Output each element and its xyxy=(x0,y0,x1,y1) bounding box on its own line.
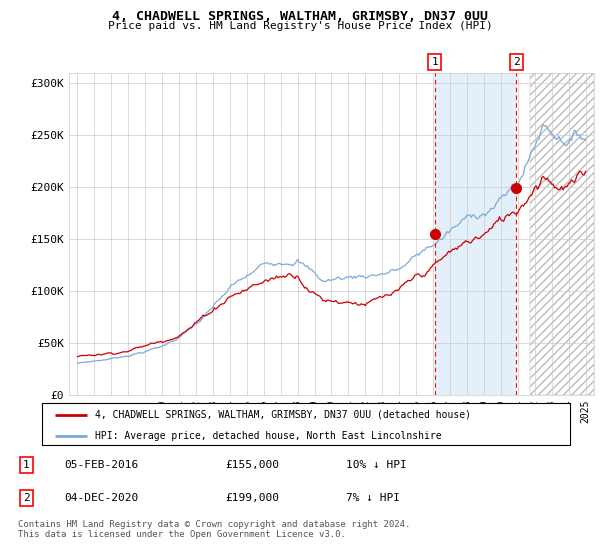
Text: 2: 2 xyxy=(513,57,520,67)
Text: 10% ↓ HPI: 10% ↓ HPI xyxy=(346,460,407,470)
Bar xyxy=(530,73,594,395)
Bar xyxy=(434,73,517,395)
Text: £155,000: £155,000 xyxy=(225,460,279,470)
Text: Price paid vs. HM Land Registry's House Price Index (HPI): Price paid vs. HM Land Registry's House … xyxy=(107,21,493,31)
Text: 2: 2 xyxy=(23,493,30,503)
Text: 05-FEB-2016: 05-FEB-2016 xyxy=(64,460,138,470)
Text: 1: 1 xyxy=(23,460,30,470)
Text: 4, CHADWELL SPRINGS, WALTHAM, GRIMSBY, DN37 0UU (detached house): 4, CHADWELL SPRINGS, WALTHAM, GRIMSBY, D… xyxy=(95,410,471,420)
Text: 7% ↓ HPI: 7% ↓ HPI xyxy=(346,493,400,503)
Text: Contains HM Land Registry data © Crown copyright and database right 2024.
This d: Contains HM Land Registry data © Crown c… xyxy=(18,520,410,539)
Text: 1: 1 xyxy=(431,57,438,67)
Text: HPI: Average price, detached house, North East Lincolnshire: HPI: Average price, detached house, Nort… xyxy=(95,431,442,441)
Text: 04-DEC-2020: 04-DEC-2020 xyxy=(64,493,138,503)
Text: £199,000: £199,000 xyxy=(225,493,279,503)
Text: 4, CHADWELL SPRINGS, WALTHAM, GRIMSBY, DN37 0UU: 4, CHADWELL SPRINGS, WALTHAM, GRIMSBY, D… xyxy=(112,10,488,23)
